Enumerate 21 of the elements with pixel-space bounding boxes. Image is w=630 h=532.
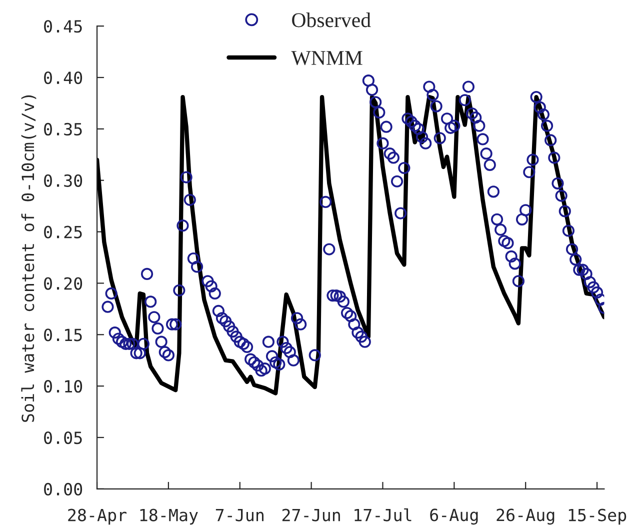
y-tick-label: 0.15 — [44, 328, 82, 342]
x-tick-label: 17-Jul — [354, 508, 412, 522]
x-tick-label: 27-Jun — [282, 508, 340, 522]
y-tick-label: 0.00 — [44, 482, 82, 496]
y-tick-label: 0.25 — [44, 226, 82, 238]
x-tick-label: 6-Aug — [430, 508, 478, 525]
x-tick-label: 28-Apr — [68, 508, 126, 525]
y-axis-title: Soil water content of 0-10cm(v/v) — [21, 95, 36, 422]
legend-label: WNMM — [291, 51, 362, 66]
y-tick-label: 0.05 — [44, 431, 82, 444]
legend-label: Observed — [292, 12, 371, 28]
y-tick-label: 0.45 — [44, 20, 82, 33]
x-tick-label: 7-Jun — [216, 508, 264, 522]
x-tick-label: 26-Aug — [496, 508, 554, 525]
y-tick-label: 0.20 — [44, 277, 82, 290]
y-tick-label: 0.40 — [44, 72, 82, 84]
x-tick-label: 15-Sep — [568, 508, 626, 525]
y-tick-label: 0.10 — [44, 380, 82, 393]
y-tick-label: 0.35 — [44, 122, 82, 136]
x-tick-label: 18-May — [140, 508, 198, 525]
y-tick-label: 0.30 — [44, 174, 82, 187]
